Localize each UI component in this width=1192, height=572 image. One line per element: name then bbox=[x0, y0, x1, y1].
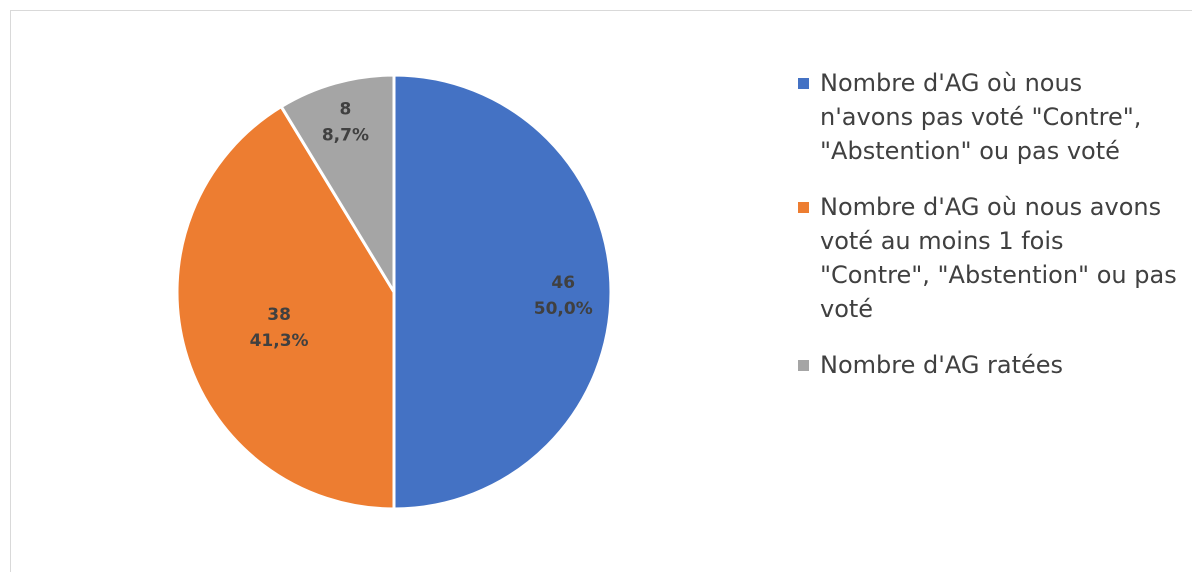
pie-slice-2 bbox=[279, 73, 396, 298]
legend-swatch-2 bbox=[798, 360, 809, 371]
chart-frame bbox=[10, 10, 1192, 572]
legend-label-0: Nombre d'AG où nous n'avons pas voté "Co… bbox=[820, 69, 1142, 165]
data-label-percent-1: 41,3% bbox=[250, 331, 309, 351]
pie-slice-0 bbox=[392, 73, 613, 511]
data-label-value-2: 8 bbox=[339, 100, 351, 120]
legend-swatch-0 bbox=[798, 78, 809, 89]
legend-item-1: Nombre d'AG où nous avons voté au moins … bbox=[798, 190, 1190, 326]
pie-slice-1 bbox=[175, 104, 396, 511]
legend-label-2: Nombre d'AG ratées bbox=[820, 351, 1064, 379]
data-label-percent-0: 50,0% bbox=[534, 299, 593, 319]
legend: Nombre d'AG où nous n'avons pas voté "Co… bbox=[798, 66, 1190, 404]
legend-swatch-1 bbox=[798, 202, 809, 213]
data-label-percent-2: 8,7% bbox=[322, 126, 369, 146]
data-label-value-1: 38 bbox=[267, 305, 291, 325]
legend-label-1: Nombre d'AG où nous avons voté au moins … bbox=[820, 193, 1177, 323]
legend-item-2: Nombre d'AG ratées bbox=[798, 348, 1190, 382]
data-label-value-0: 46 bbox=[551, 273, 575, 293]
legend-item-0: Nombre d'AG où nous n'avons pas voté "Co… bbox=[798, 66, 1190, 168]
